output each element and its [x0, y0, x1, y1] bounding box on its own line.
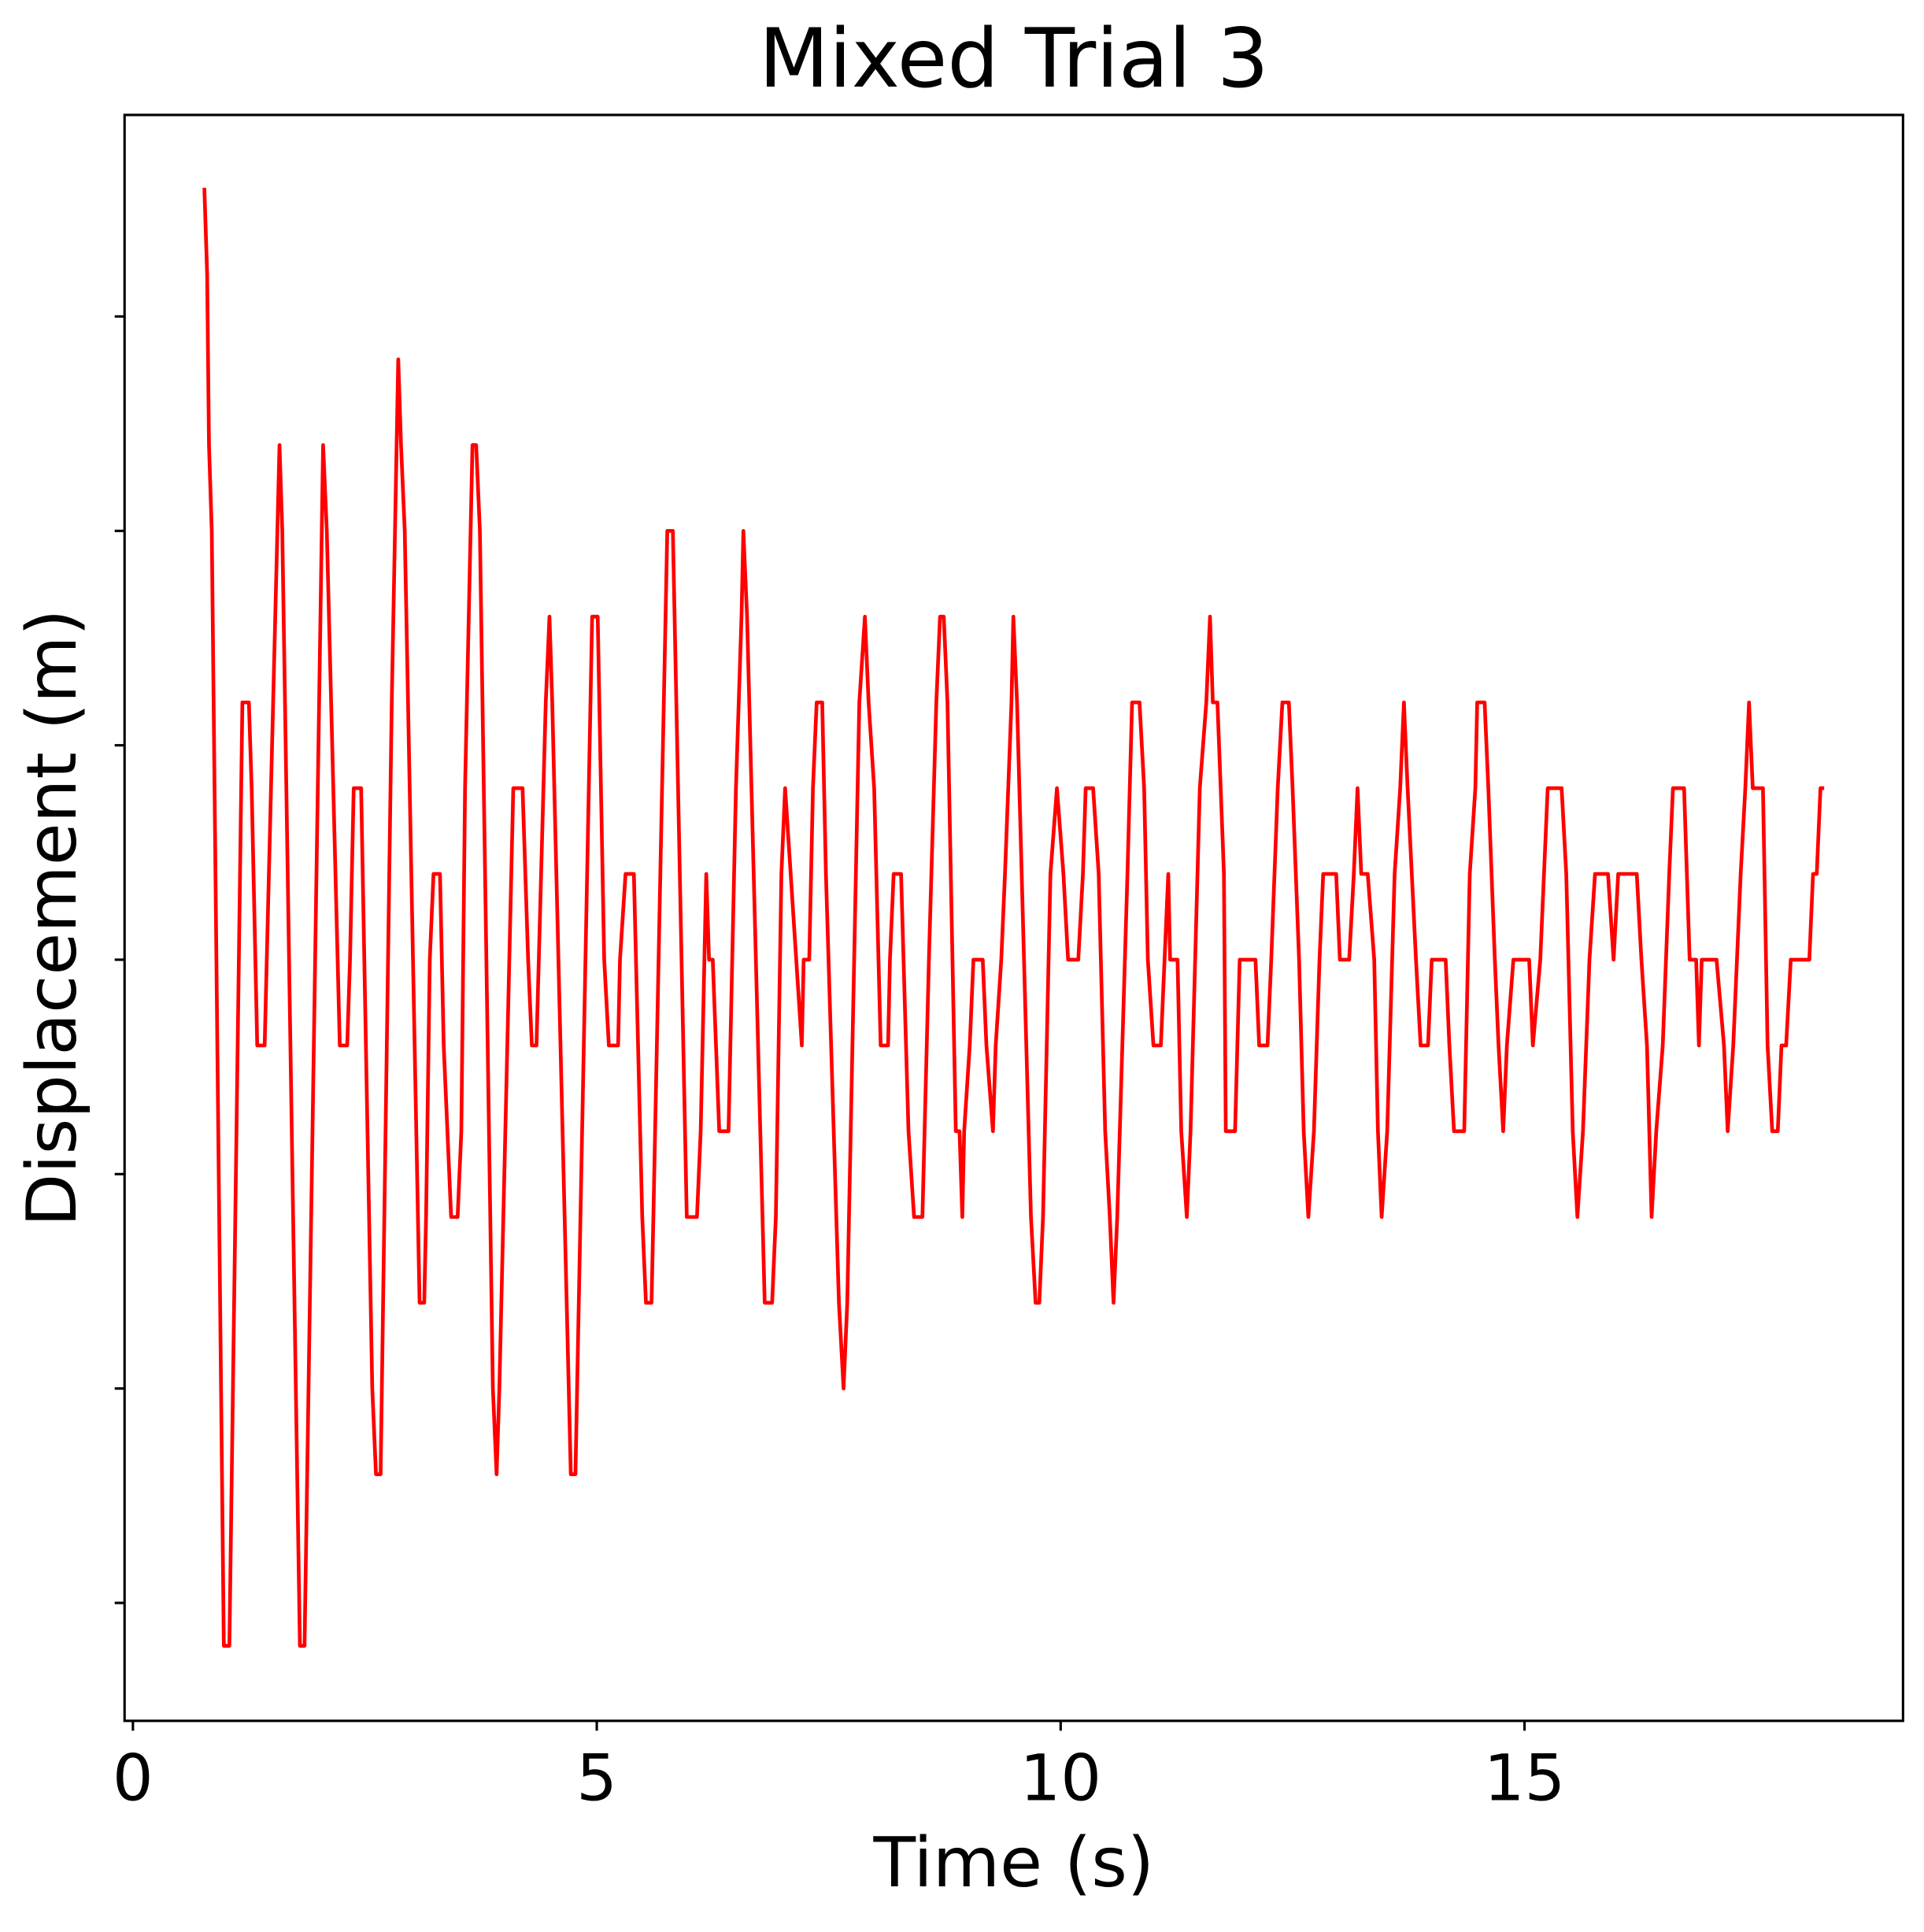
x-tick-label: 15 — [1484, 1741, 1566, 1816]
x-tick-label: 5 — [576, 1741, 617, 1816]
x-axis-label: Time (s) — [872, 1823, 1154, 1903]
x-tick-label: 10 — [1019, 1741, 1101, 1816]
plot-frame — [123, 113, 1904, 1723]
y-axis-label: Displacement (m) — [12, 609, 92, 1227]
data-line — [202, 187, 1825, 1648]
x-tick-label: 0 — [113, 1741, 154, 1816]
chart-title: Mixed Trial 3 — [759, 12, 1269, 106]
